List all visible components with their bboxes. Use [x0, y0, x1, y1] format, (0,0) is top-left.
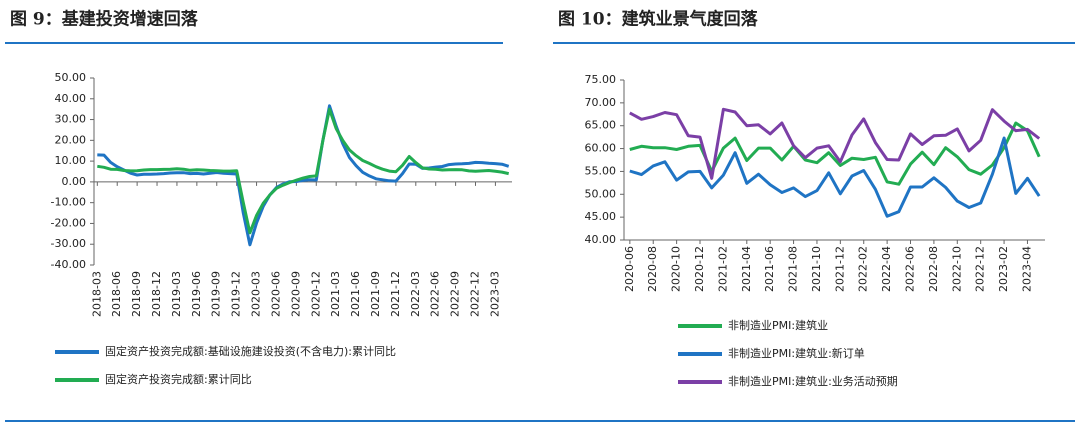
x-tick-label: 2020-10 [670, 246, 683, 292]
y-tick-label: 60.00 [585, 142, 617, 155]
x-tick-label: 2019-09 [210, 271, 223, 317]
x-tick-label: 2020-06 [623, 246, 636, 292]
x-tick-label: 2022-10 [950, 246, 963, 292]
x-tick-label: 2018-06 [110, 271, 123, 317]
chart-title: 图 10：建筑业景气度回落 [558, 9, 759, 30]
y-tick-label: 50.00 [585, 187, 617, 200]
x-tick-label: 2022-02 [857, 246, 870, 292]
series-line [97, 104, 510, 247]
y-tick-label: -40.00 [51, 258, 86, 271]
x-tick-label: 2022-08 [927, 246, 940, 292]
y-tick-label: 50.00 [55, 71, 87, 84]
x-tick-label: 2023-02 [997, 246, 1010, 292]
x-tick-label: 2021-02 [716, 246, 729, 292]
x-tick-label: 2021-08 [787, 246, 800, 292]
x-tick-label: 2022-06 [429, 271, 442, 317]
x-tick-label: 2021-03 [329, 271, 342, 317]
x-tick-label: 2021-12 [389, 271, 402, 317]
y-tick-label: 40.00 [585, 233, 617, 246]
x-tick-label: 2022-03 [409, 271, 422, 317]
series-line [629, 121, 1041, 186]
x-tick-label: 2018-09 [130, 271, 143, 317]
y-tick-label: 65.00 [585, 119, 617, 132]
x-tick-label: 2022-12 [974, 246, 987, 292]
x-tick-label: 2019-12 [230, 271, 243, 317]
y-tick-label: 30.00 [55, 113, 87, 126]
x-tick-label: 2022-12 [469, 271, 482, 317]
y-tick-label: -10.00 [51, 196, 86, 209]
x-tick-label: 2021-06 [763, 246, 776, 292]
x-tick-label: 2022-06 [904, 246, 917, 292]
x-tick-label: 2019-03 [170, 271, 183, 317]
x-tick-label: 2021-04 [740, 246, 753, 292]
x-tick-label: 2021-09 [369, 271, 382, 317]
x-tick-label: 2021-10 [810, 246, 823, 292]
legend-label: 固定资产投资完成额:基础设施建设投资(不含电力):累计同比 [105, 344, 396, 358]
y-tick-label: 70.00 [585, 96, 617, 109]
x-tick-label: 2020-03 [250, 271, 263, 317]
chart-title: 图 9：基建投资增速回落 [10, 9, 199, 30]
y-tick-label: 45.00 [585, 210, 617, 223]
x-tick-label: 2020-08 [646, 246, 659, 292]
y-tick-label: 40.00 [55, 92, 87, 105]
y-tick-label: 0.00 [62, 175, 87, 188]
x-tick-label: 2018-03 [90, 271, 103, 317]
legend-label: 非制造业PMI:建筑业 [728, 318, 828, 332]
legend-label: 非制造业PMI:建筑业:新订单 [728, 346, 865, 360]
series-line [97, 107, 510, 235]
y-tick-label: -30.00 [51, 237, 86, 250]
x-tick-label: 2020-09 [289, 271, 302, 317]
legend-label: 非制造业PMI:建筑业:业务活动预期 [728, 374, 898, 388]
y-tick-label: 75.00 [585, 73, 617, 86]
x-tick-label: 2020-12 [693, 246, 706, 292]
x-tick-label: 2018-12 [150, 271, 163, 317]
x-tick-label: 2023-03 [488, 271, 501, 317]
x-tick-label: 2021-06 [349, 271, 362, 317]
y-tick-label: 10.00 [55, 154, 87, 167]
x-tick-label: 2023-04 [1020, 246, 1033, 292]
x-tick-label: 2022-09 [449, 271, 462, 317]
x-tick-label: 2020-12 [309, 271, 322, 317]
y-tick-label: -20.00 [51, 216, 86, 229]
y-tick-label: 20.00 [55, 133, 87, 146]
series-line [629, 107, 1041, 180]
series-line [629, 136, 1041, 218]
x-tick-label: 2021-12 [833, 246, 846, 292]
legend-label: 固定资产投资完成额:累计同比 [105, 372, 252, 386]
x-tick-label: 2022-04 [880, 246, 893, 292]
x-tick-label: 2020-06 [269, 271, 282, 317]
x-tick-label: 2019-06 [190, 271, 203, 317]
y-tick-label: 55.00 [585, 164, 617, 177]
